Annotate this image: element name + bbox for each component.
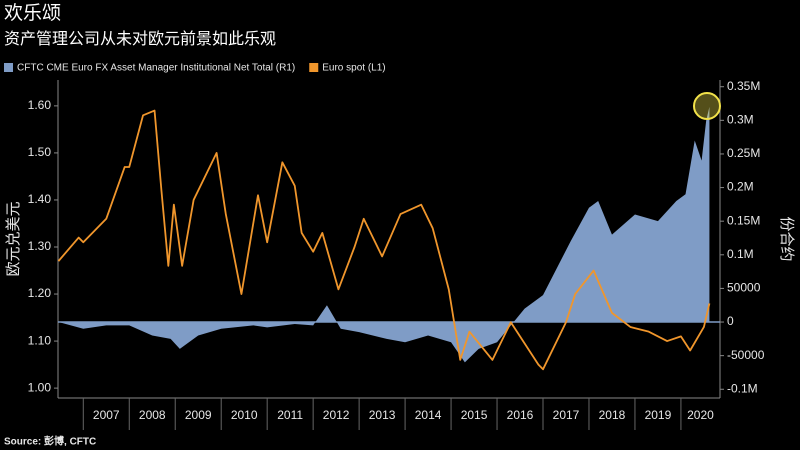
x-tick-label: 2007 xyxy=(93,408,120,422)
x-tick-label: 2013 xyxy=(369,408,396,422)
chart-subtitle: 资产管理公司从未对欧元前景如此乐观 xyxy=(4,30,276,48)
y-tick-label: 1.40 xyxy=(28,192,52,206)
source: Source: 彭博, CFTC xyxy=(4,435,96,448)
y2-tick-label: 0.2M xyxy=(727,180,754,194)
y-axis-label: 欧元兑美元 xyxy=(5,201,22,276)
y-tick-label: 1.00 xyxy=(28,380,52,394)
x-tick-label: 2010 xyxy=(231,408,258,422)
x-tick-label: 2017 xyxy=(553,408,580,422)
y-tick-label: 1.20 xyxy=(28,286,52,300)
x-tick-label: 2008 xyxy=(139,408,166,422)
x-tick-label: 2011 xyxy=(277,408,303,422)
line xyxy=(57,109,711,371)
x-tick-label: 2014 xyxy=(415,408,442,422)
x-tick-label: 2018 xyxy=(599,408,626,422)
y-tick-label: 1.60 xyxy=(28,98,52,112)
legend-swatch xyxy=(4,63,13,72)
y2-tick-label: 0.1M xyxy=(727,247,754,261)
y2-tick-label: 50000 xyxy=(727,281,761,295)
chart-title: 欢乐颂 xyxy=(4,2,61,24)
highlight-circle xyxy=(693,92,721,120)
y-tick-label: 1.30 xyxy=(28,239,52,253)
x-tick-label: 2012 xyxy=(323,408,350,422)
x-tick-label: 2015 xyxy=(461,408,488,422)
y-tick-label: 1.10 xyxy=(28,333,52,347)
y2-tick-label: 0.15M xyxy=(727,213,760,227)
x-tick-label: 2019 xyxy=(645,408,672,422)
y2-tick-label: -50000 xyxy=(727,348,765,362)
x-tick-label: 2020 xyxy=(687,408,714,422)
y2-tick-label: 0 xyxy=(727,314,734,328)
y-tick-label: 1.50 xyxy=(28,145,52,159)
y2-tick-label: -0.1M xyxy=(727,381,758,395)
legend-swatch xyxy=(309,63,319,72)
legend-label: CFTC CME Euro FX Asset Manager Instituti… xyxy=(17,63,295,74)
area xyxy=(58,106,710,363)
y2-axis-label: 份合约 xyxy=(778,216,795,261)
x-tick-label: 2016 xyxy=(507,408,534,422)
legend-label: Euro spot (L1) xyxy=(322,63,385,74)
y2-tick-label: 0.3M xyxy=(727,113,754,127)
y2-tick-label: 0.25M xyxy=(727,146,760,160)
y2-tick-label: 0.35M xyxy=(727,79,760,93)
x-tick-label: 2009 xyxy=(185,408,212,422)
